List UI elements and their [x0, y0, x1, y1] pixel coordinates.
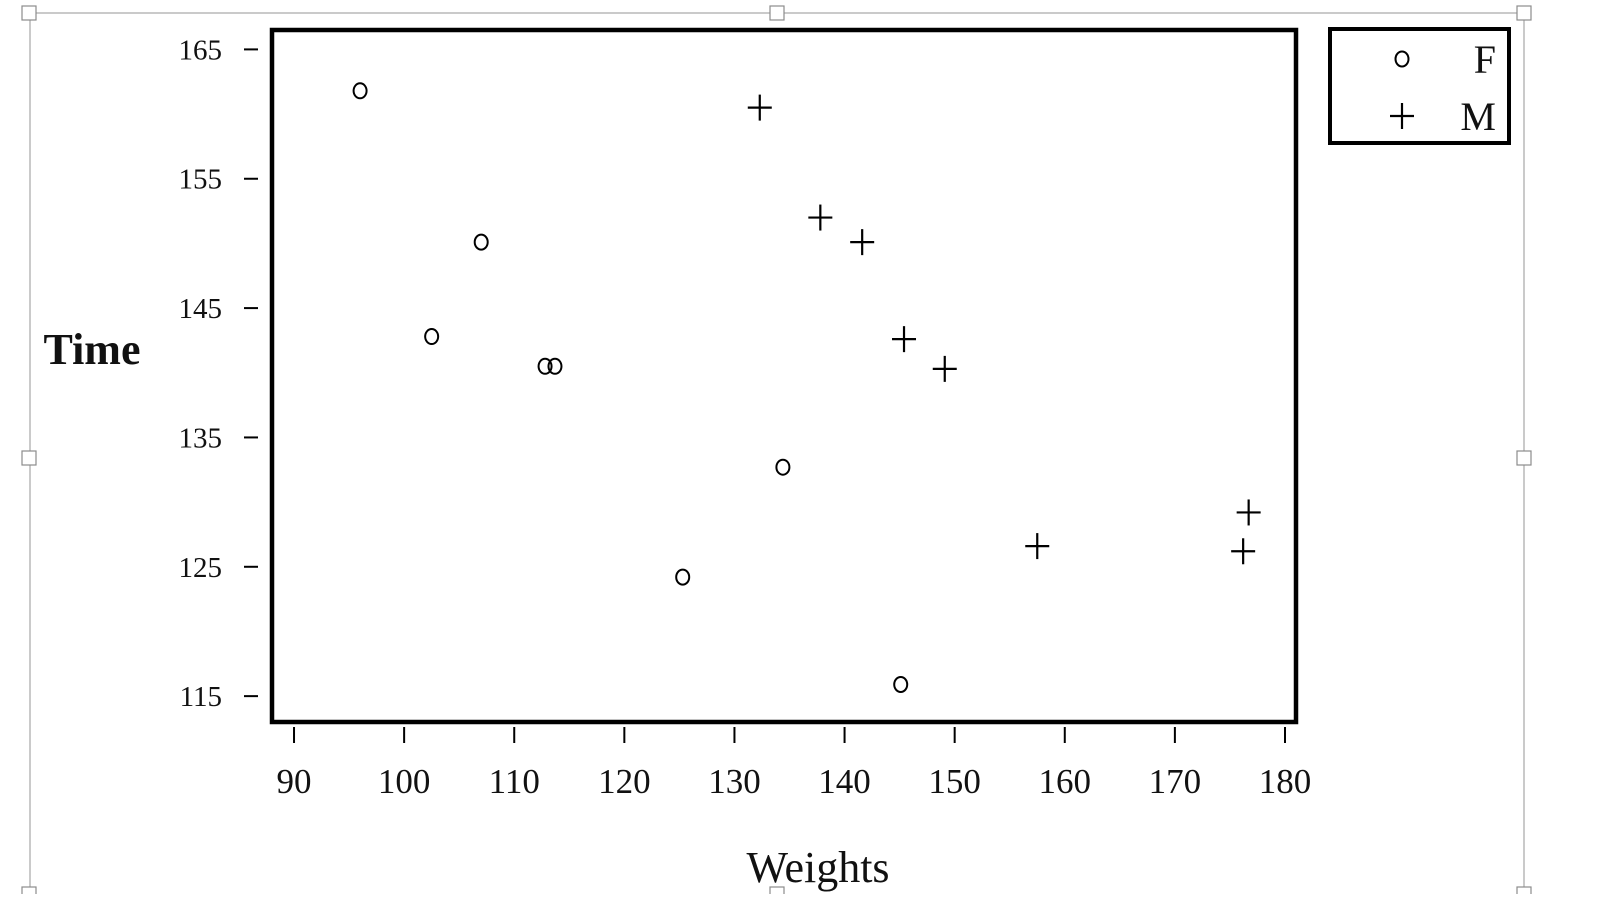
- y-axis-title: Time: [44, 325, 141, 374]
- data-point-M-7: [1236, 499, 1261, 526]
- x-axis-title: Weights: [746, 843, 889, 892]
- x-tick-label-160: 160: [1039, 762, 1092, 801]
- y-tick-label-135: 135: [179, 422, 223, 454]
- x-tick-label-90: 90: [277, 762, 312, 801]
- data-point-F-6: [775, 458, 791, 476]
- resize-handle-bottom-left[interactable]: [21, 886, 37, 899]
- series-M: [747, 94, 1261, 565]
- y-tick-label-145: 145: [179, 293, 223, 325]
- x-tick-label-110: 110: [489, 762, 540, 801]
- x-tick-label-180: 180: [1259, 762, 1312, 801]
- y-tick-label-155: 155: [179, 164, 223, 196]
- x-tick-label-100: 100: [378, 762, 431, 801]
- resize-handle-bottom-right[interactable]: [1516, 886, 1532, 899]
- resize-handle-top-right[interactable]: [1516, 5, 1532, 21]
- y-tick-label-165: 165: [179, 34, 223, 66]
- legend-plus-marker-icon: [1390, 103, 1414, 129]
- legend-label-M: M: [1460, 94, 1496, 139]
- data-point-F-1: [424, 328, 440, 346]
- resize-handle-top-left[interactable]: [21, 5, 37, 21]
- legend-entries: FM: [1390, 37, 1496, 139]
- data-point-M-4: [932, 355, 957, 382]
- plot-marks: [352, 82, 1261, 693]
- legend-circle-marker-icon: [1394, 50, 1410, 68]
- data-point-M-1: [808, 204, 833, 231]
- x-tick-label-130: 130: [708, 762, 761, 801]
- y-tick-label-115: 115: [180, 681, 222, 713]
- data-point-M-3: [892, 326, 917, 353]
- data-point-F-7: [893, 675, 909, 693]
- x-tick-label-120: 120: [598, 762, 651, 801]
- data-point-M-6: [1231, 538, 1256, 565]
- data-point-F-5: [675, 568, 691, 586]
- data-point-F-4: [547, 357, 563, 375]
- selection-frame[interactable]: [21, 5, 1532, 899]
- data-point-F-3: [537, 357, 553, 375]
- y-axis: 165 155 145 135 125 115: [179, 34, 258, 713]
- legend-label-F: F: [1474, 37, 1496, 82]
- y-tick-label-125: 125: [179, 552, 223, 584]
- legend: FM: [1328, 27, 1511, 145]
- plot-area-frame: [269, 27, 1299, 725]
- data-point-M-5: [1025, 533, 1050, 560]
- resize-handle-top-center[interactable]: [769, 5, 785, 21]
- x-tick-label-170: 170: [1149, 762, 1202, 801]
- legend-frame: [1328, 27, 1511, 145]
- data-point-F-0: [352, 82, 368, 100]
- data-point-M-0: [747, 94, 772, 121]
- resize-handle-middle-right[interactable]: [1516, 450, 1532, 466]
- resize-handle-middle-left[interactable]: [21, 450, 37, 466]
- x-tick-label-150: 150: [928, 762, 981, 801]
- data-point-M-2: [850, 229, 875, 256]
- x-tick-label-140: 140: [818, 762, 871, 801]
- data-point-F-2: [473, 233, 489, 251]
- series-F: [352, 82, 909, 693]
- x-axis: 90 100 110 120 130 140 150 160 170 180: [277, 727, 1312, 801]
